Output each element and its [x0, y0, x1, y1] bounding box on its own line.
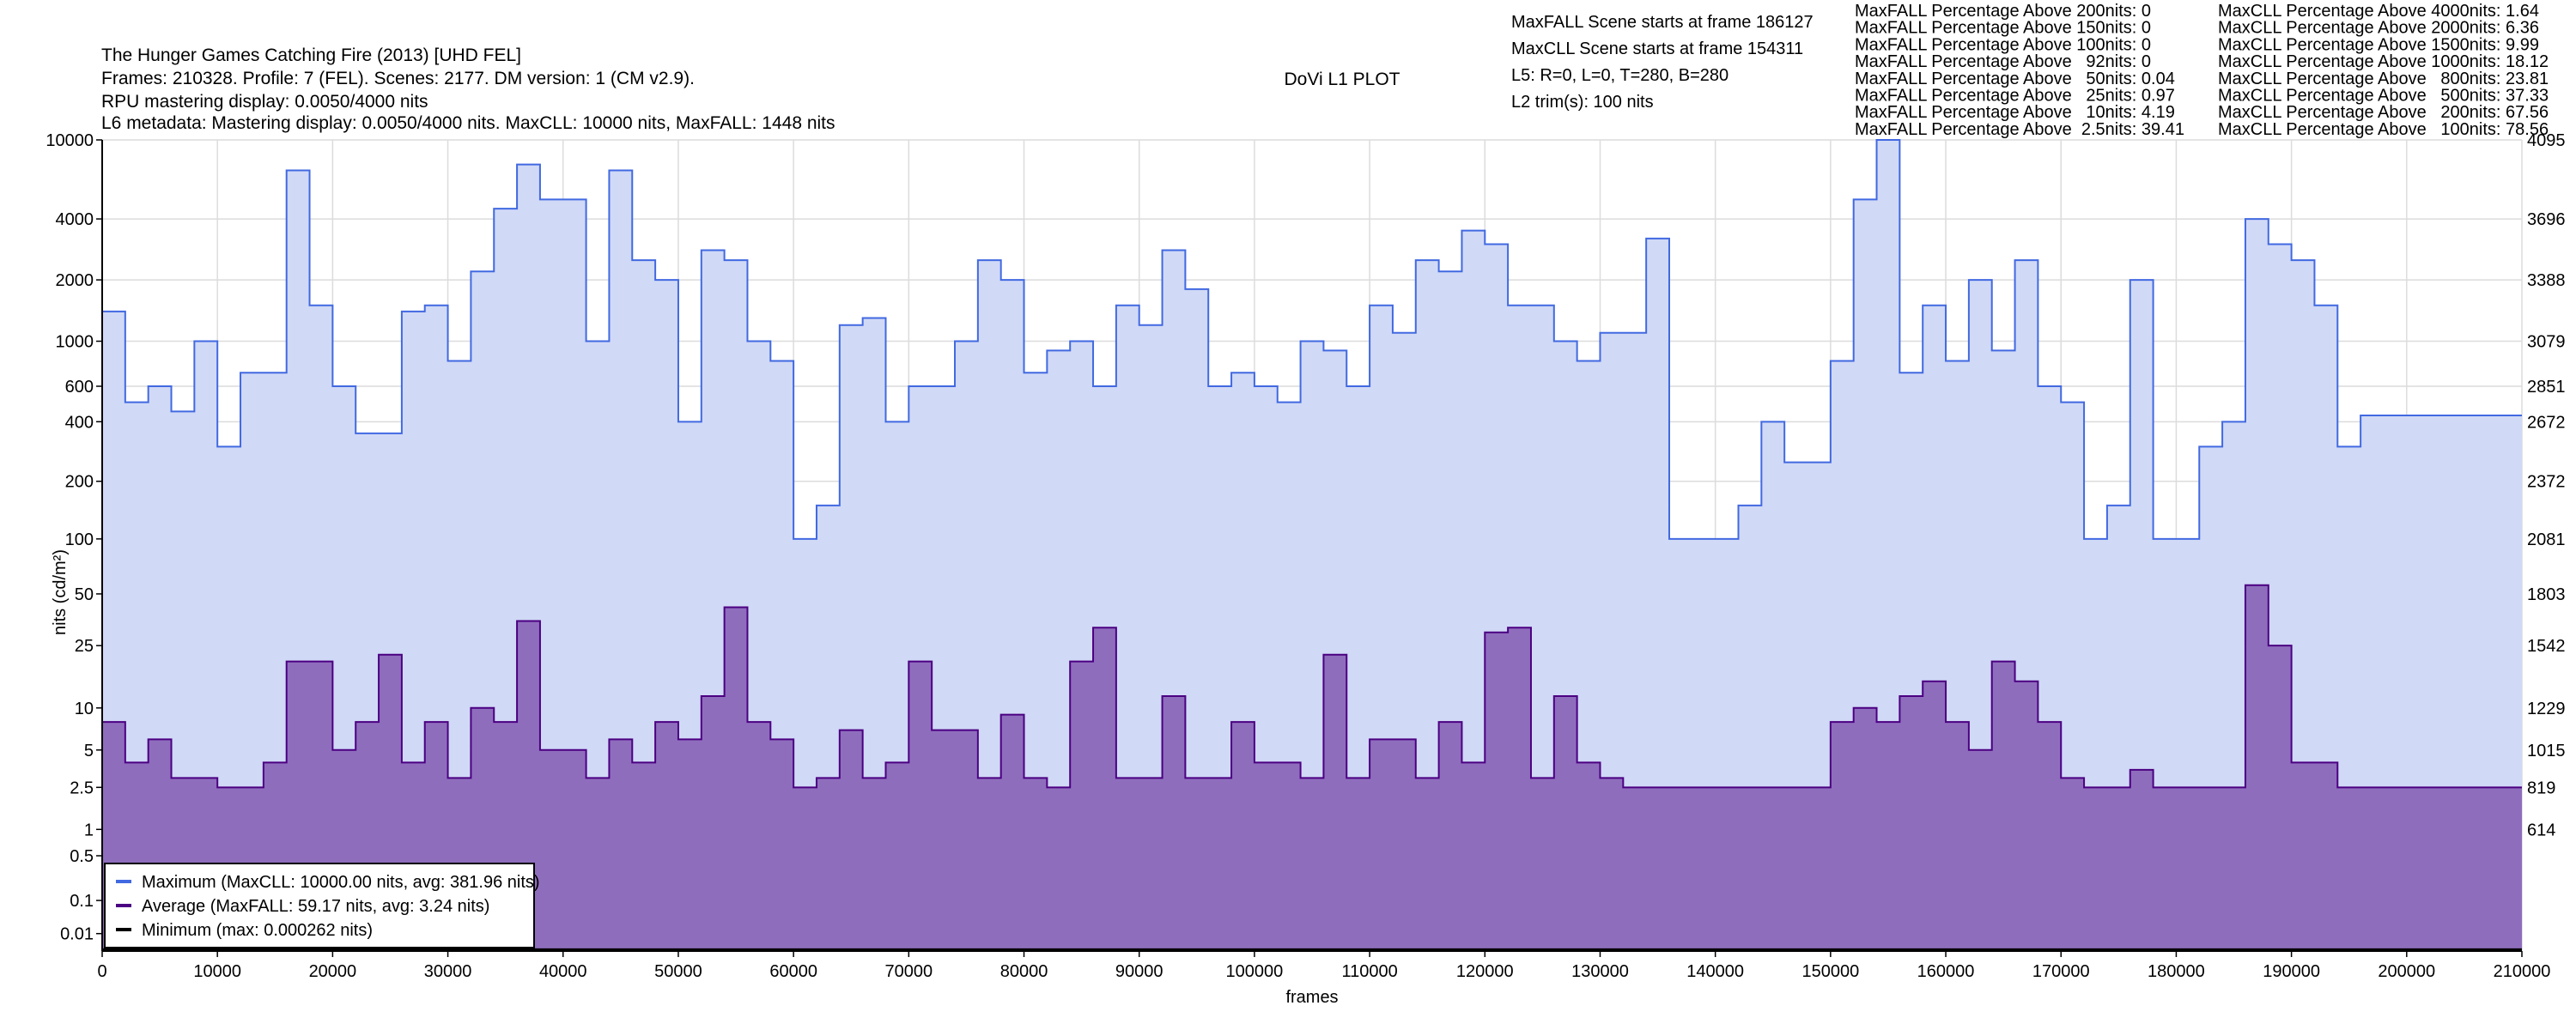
maxfall-stat: MaxFALL Percentage Above 10nits: 4.19: [1855, 103, 2175, 122]
y-tick-label: 1000: [56, 333, 94, 352]
y2-tick-label: 1229: [2527, 700, 2566, 718]
y-tick-label: 0.01: [60, 925, 94, 944]
maxcll-stats: MaxCLL Percentage Above 4000nits: 1.64Ma…: [2218, 2, 2549, 139]
x-tick-label: 160000: [1917, 962, 1975, 981]
maxcll-stat: MaxCLL Percentage Above 1000nits: 18.12: [2218, 52, 2549, 71]
maxcll-stat: MaxCLL Percentage Above 1500nits: 9.99: [2218, 35, 2539, 54]
legend: Maximum (MaxCLL: 10000.00 nits, avg: 381…: [104, 863, 540, 948]
maxfall-stat: MaxFALL Percentage Above 200nits: 0: [1855, 2, 2151, 21]
maxfall-stat: MaxFALL Percentage Above 2.5nits: 39.41: [1855, 120, 2184, 139]
y2-tick-label: 819: [2527, 779, 2555, 797]
l6-metadata-info: L6 metadata: Mastering display: 0.0050/4…: [101, 113, 835, 133]
x-tick-label: 100000: [1226, 962, 1284, 981]
maxfall-stat: MaxFALL Percentage Above 92nits: 0: [1855, 52, 2151, 71]
x-tick-label: 200000: [2378, 962, 2435, 981]
rpu-mastering-info: RPU mastering display: 0.0050/4000 nits: [101, 92, 428, 112]
y-tick-label: 10000: [46, 131, 94, 150]
plot-title: DoVi L1 PLOT: [1284, 70, 1400, 89]
y-tick-label: 5: [84, 742, 94, 760]
y-tick-label: 600: [65, 378, 94, 397]
x-axis-label: frames: [1285, 988, 1338, 1007]
y2-tick-label: 614: [2527, 821, 2555, 839]
maxcll-stat: MaxCLL Percentage Above 200nits: 67.56: [2218, 103, 2549, 122]
maximum-legend-label: Maximum (MaxCLL: 10000.00 nits, avg: 381…: [142, 873, 540, 892]
y2-tick-label: 3696: [2527, 210, 2566, 229]
y-tick-label: 200: [65, 473, 94, 492]
maxcll-stat: MaxCLL Percentage Above 800nits: 23.81: [2218, 70, 2549, 88]
y-tick-label: 10: [75, 700, 94, 718]
x-tick-label: 30000: [424, 962, 472, 981]
x-tick-label: 50000: [654, 962, 702, 981]
average-series-area: [102, 585, 2522, 951]
y2-tick-label: 2081: [2527, 530, 2566, 549]
y-axis-label: nits (cd/m²): [51, 549, 70, 635]
maximum-series-line: [102, 139, 2522, 540]
y-tick-label: 4000: [56, 210, 94, 229]
y2-tick-label: 3388: [2527, 271, 2566, 290]
x-tick-label: 190000: [2263, 962, 2320, 981]
y-tick-label: 0.1: [70, 892, 94, 911]
x-tick-label: 40000: [539, 962, 587, 981]
x-tick-label: 130000: [1571, 962, 1629, 981]
y-tick-label: 2000: [56, 271, 94, 290]
y2-tick-label: 4095: [2527, 131, 2566, 150]
info-line: MaxCLL Scene starts at frame 154311: [1511, 39, 1803, 58]
maxcll-stat: MaxCLL Percentage Above 500nits: 37.33: [2218, 87, 2549, 106]
y2-tick-label: 2851: [2527, 378, 2566, 397]
minimum-legend-label: Minimum (max: 0.000262 nits): [142, 921, 373, 940]
x-tick-label: 60000: [769, 962, 817, 981]
x-tick-label: 210000: [2494, 962, 2551, 981]
frames-info: Frames: 210328. Profile: 7 (FEL). Scenes…: [101, 69, 695, 88]
x-tick-label: 170000: [2032, 962, 2090, 981]
average-series-line: [102, 584, 2522, 789]
x-tick-label: 180000: [2148, 962, 2205, 981]
info-line: MaxFALL Scene starts at frame 186127: [1511, 13, 1814, 32]
x-tick-label: 120000: [1456, 962, 1514, 981]
y2-tick-label: 1803: [2527, 585, 2566, 604]
series-layer: [102, 139, 2522, 951]
average-legend-label: Average (MaxFALL: 59.17 nits, avg: 3.24 …: [142, 897, 489, 916]
y2-tick-label: 2372: [2527, 473, 2566, 492]
x-tick-label: 80000: [1000, 962, 1048, 981]
x-tick-label: 110000: [1341, 962, 1397, 981]
scene-info: MaxFALL Scene starts at frame 186127 MaxC…: [1511, 13, 1814, 112]
x-tick-label: 20000: [309, 962, 357, 981]
maxcll-stat: MaxCLL Percentage Above 4000nits: 1.64: [2218, 2, 2539, 21]
legend-box: [104, 863, 535, 948]
maxcll-stat: MaxCLL Percentage Above 2000nits: 6.36: [2218, 19, 2539, 38]
x-tick-label: 140000: [1686, 962, 1744, 981]
y-tick-label: 50: [75, 585, 94, 604]
y2-tick-label: 1542: [2527, 637, 2566, 656]
x-tick-label: 10000: [193, 962, 241, 981]
y-tick-label: 25: [75, 637, 94, 656]
y2-tick-label: 2672: [2527, 413, 2566, 432]
maxfall-stat: MaxFALL Percentage Above 50nits: 0.04: [1855, 70, 2175, 88]
info-line: L2 trim(s): 100 nits: [1511, 93, 1654, 112]
x-tick-label: 0: [97, 962, 106, 981]
x-tick-label: 150000: [1801, 962, 1859, 981]
x-tick-label: 90000: [1115, 962, 1163, 981]
maxfall-stat: MaxFALL Percentage Above 100nits: 0: [1855, 35, 2151, 54]
y-tick-label: 100: [65, 530, 94, 549]
maxcll-stat: MaxCLL Percentage Above 100nits: 78.56: [2218, 120, 2549, 139]
maxfall-stats: MaxFALL Percentage Above 200nits: 0MaxFA…: [1855, 2, 2184, 139]
y2-tick-label: 1015: [2527, 742, 2566, 760]
y-tick-label: 1: [84, 821, 94, 839]
y-tick-label: 2.5: [70, 779, 94, 797]
maxfall-stat: MaxFALL Percentage Above 25nits: 0.97: [1855, 87, 2175, 106]
y-tick-label: 0.5: [70, 847, 94, 866]
y-tick-label: 400: [65, 413, 94, 432]
chart-title: The Hunger Games Catching Fire (2013) [U…: [101, 45, 521, 65]
info-line: L5: R=0, L=0, T=280, B=280: [1511, 66, 1728, 85]
x-tick-label: 70000: [885, 962, 933, 981]
y2-tick-label: 3079: [2527, 333, 2566, 352]
maxfall-stat: MaxFALL Percentage Above 150nits: 0: [1855, 19, 2151, 38]
